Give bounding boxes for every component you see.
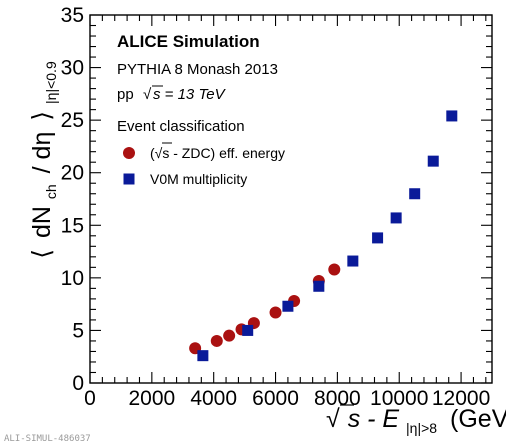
data-point-square: [347, 255, 359, 267]
svg-text:√ s - E |η|>8: √ s - E |η|>8 (GeV): [326, 405, 506, 439]
data-point-circle: [223, 329, 236, 342]
legend-label: (√s - ZDC) eff. energy: [150, 145, 285, 161]
y-tick-label: 20: [61, 162, 84, 185]
legend-marker-square: [123, 173, 135, 185]
x-tick-label: 12000: [432, 387, 490, 410]
x-label-subscript: |η|>8: [406, 420, 437, 436]
data-point-square: [409, 188, 421, 200]
x-tick-label: 6000: [252, 387, 299, 410]
annotation-energy-rest: s = 13 TeV: [153, 86, 227, 103]
x-label-unit: (GeV): [450, 405, 506, 433]
data-point-square: [446, 110, 458, 122]
y-label-dN: dN: [28, 206, 56, 238]
svg-text:⟨ dN ch / dη: ⟨ dN ch / dη ⟩ |η|<0.9: [28, 61, 62, 259]
x-label-sqrt: √: [326, 405, 340, 433]
x-tick-label: 8000: [314, 387, 361, 410]
y-tick-label: 15: [61, 214, 84, 237]
data-point-square: [282, 300, 294, 312]
y-tick-label: 10: [61, 267, 84, 290]
legend-label: V0M multiplicity: [150, 171, 247, 187]
annotation-energy: pp √ s = 13 TeV: [117, 85, 227, 103]
data-point-square: [427, 155, 439, 167]
axis-ticks: 0 2000 4000 6000 8000 10000 12000 0 5 10 15 20 25 30 3…: [61, 4, 492, 410]
annotation-generator: PYTHIA 8 Monash 2013: [117, 61, 278, 78]
annotation-title: ALICE Simulation: [117, 32, 260, 51]
data-points: [189, 110, 458, 362]
y-label-close: ⟩: [28, 111, 56, 121]
y-label-subscript: |η|<0.9: [43, 61, 59, 104]
x-label-main: s - E: [348, 405, 400, 433]
y-axis-label: ⟨ dN ch / dη ⟩ |η|<0.9: [28, 61, 62, 259]
y-tick-label: 5: [72, 319, 84, 342]
legend-marker-circle: [123, 147, 135, 159]
annotation-energy-prefix: pp: [117, 86, 134, 103]
y-label-ch: ch: [43, 184, 59, 199]
annotation-energy-sqrt: √: [143, 86, 152, 103]
data-point-square: [313, 280, 325, 292]
data-point-square: [242, 324, 254, 336]
y-tick-label: 0: [72, 372, 84, 395]
y-tick-label: 35: [61, 4, 84, 27]
legend-header: Event classification: [117, 118, 245, 135]
y-label-deta: / dη: [28, 132, 56, 174]
y-tick-label: 30: [61, 57, 84, 80]
reference-label: ALI-SIMUL-486037: [4, 434, 91, 444]
x-axis-label: √ s - E |η|>8 (GeV): [326, 404, 506, 439]
data-point-circle: [269, 306, 282, 319]
x-tick-label: 0: [84, 387, 96, 410]
legend: (√s - ZDC) eff. energy V0M multiplicity: [123, 142, 285, 187]
data-point-square: [197, 350, 209, 362]
x-tick-label: 10000: [370, 387, 428, 410]
x-tick-label: 4000: [190, 387, 237, 410]
data-point-square: [372, 232, 384, 244]
y-tick-label: 25: [61, 109, 84, 132]
y-label-open: ⟨: [28, 249, 56, 259]
x-tick-label: 2000: [128, 387, 175, 410]
data-point-circle: [210, 334, 223, 347]
data-point-circle: [328, 263, 341, 276]
data-point-square: [390, 212, 402, 224]
plot-frame: [89, 14, 493, 384]
